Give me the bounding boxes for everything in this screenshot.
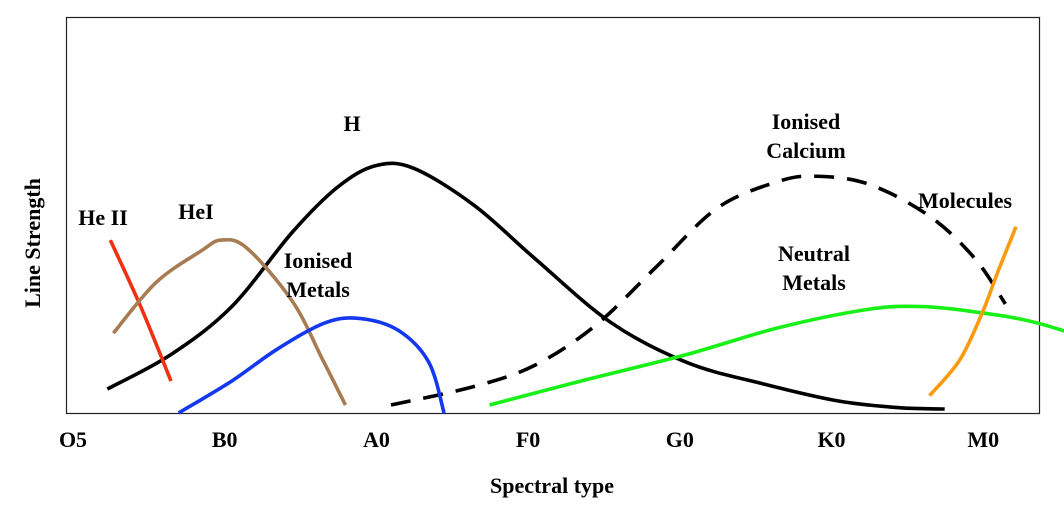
- x-tick-label-m0: M0: [967, 427, 999, 452]
- x-tick-label-k0: K0: [817, 427, 845, 452]
- curve-h: [106, 161, 945, 411]
- x-tick-label-b0: B0: [212, 427, 238, 452]
- series-label-ionised-calcium-line-2: Calcium: [766, 138, 845, 163]
- x-tick-label-o5: O5: [59, 427, 87, 452]
- series-label-ionised-metals-line-2: Metals: [286, 277, 350, 302]
- x-tick-label-g0: G0: [666, 427, 694, 452]
- curve-ionised-calcium: [390, 174, 1007, 407]
- curve-ionised-metals: [177, 316, 446, 415]
- series-label-hei: HeI: [178, 199, 213, 224]
- series-label-neutral-metals-line-1: Neutral: [778, 241, 850, 266]
- plot-frame: [65, 16, 1041, 415]
- x-tick-label-f0: F0: [516, 427, 540, 452]
- y-axis-title: Line Strength: [20, 178, 45, 308]
- curve-neutral-metals: [489, 304, 1064, 407]
- x-tick-labels: O5 B0 A0 F0 G0 K0 M0: [59, 427, 999, 452]
- series-label-neutral-metals-line-2: Metals: [782, 270, 846, 295]
- series-label-ionised-calcium-line-1: Ionised: [772, 109, 840, 134]
- series-label-h: H: [343, 111, 360, 136]
- series-label-molecules: Molecules: [918, 188, 1013, 213]
- series-labels: H He II HeI Ionised Metals Ionised Calcium Neut…: [78, 109, 1012, 302]
- curve-he-ii: [108, 239, 173, 382]
- series-label-he-ii: He II: [78, 205, 128, 230]
- x-axis-title: Spectral type: [490, 473, 614, 498]
- curve-molecules: [928, 226, 1018, 397]
- curve-hei: [111, 237, 348, 406]
- x-tick-label-a0: A0: [363, 427, 390, 452]
- series-label-ionised-metals-line-1: Ionised: [284, 248, 352, 273]
- series-curves: [106, 161, 1064, 415]
